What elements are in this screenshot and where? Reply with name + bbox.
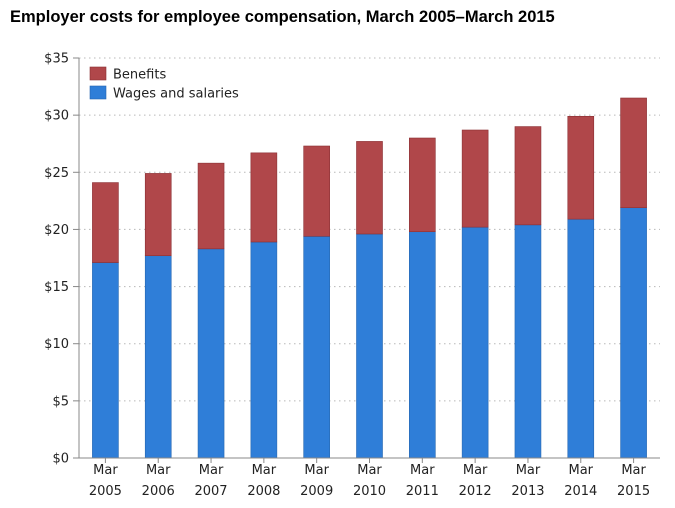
x-tick-label: 2011 — [406, 484, 439, 499]
bar-wages-and-salaries — [144, 255, 172, 459]
chart-title: Employer costs for employee compensation… — [10, 8, 555, 26]
x-tick-label: 2012 — [459, 484, 492, 499]
bar-benefits — [514, 126, 542, 226]
x-tick-label: 2006 — [142, 484, 175, 499]
bar-wages-and-salaries — [197, 248, 225, 459]
y-tick-label: $0 — [52, 452, 69, 467]
y-tick-label: $25 — [44, 166, 69, 181]
x-tick-label: Mar — [252, 463, 277, 478]
bar-benefits — [356, 141, 383, 235]
bar-wages-and-salaries — [514, 224, 542, 459]
x-tick-label: 2009 — [300, 484, 333, 499]
bar-benefits — [303, 145, 330, 237]
bar-benefits — [409, 137, 436, 233]
x-tick-label: Mar — [569, 463, 594, 478]
bar-benefits — [92, 182, 119, 263]
y-tick-label: $20 — [44, 223, 69, 238]
x-tick-label: 2005 — [89, 484, 122, 499]
x-tick-label: 2013 — [511, 484, 544, 499]
y-tick-label: $15 — [44, 280, 69, 295]
bar-benefits — [144, 173, 172, 257]
x-tick-label: Mar — [516, 463, 541, 478]
legend-swatch-benefits — [89, 66, 107, 81]
x-tick-label: Mar — [199, 463, 224, 478]
x-tick-label: Mar — [410, 463, 435, 478]
y-tick-label: $30 — [44, 109, 69, 124]
bar-benefits — [250, 152, 278, 243]
bar-wages-and-salaries — [461, 226, 489, 459]
x-tick-label: 2015 — [617, 484, 650, 499]
x-tick-label: 2014 — [564, 484, 597, 499]
legend: Benefits Wages and salaries — [89, 66, 239, 102]
bars — [92, 97, 647, 459]
bar-wages-and-salaries — [303, 235, 330, 459]
x-tick-label: Mar — [357, 463, 382, 478]
x-tick-label: Mar — [146, 463, 171, 478]
bar-wages-and-salaries — [92, 262, 119, 459]
legend-swatch-wages — [89, 85, 107, 100]
bar-wages-and-salaries — [250, 241, 278, 459]
legend-label-wages: Wages and salaries — [113, 87, 239, 102]
x-tick-label: Mar — [93, 463, 118, 478]
bar-benefits — [567, 115, 595, 220]
x-tick-label: 2007 — [194, 484, 227, 499]
bar-wages-and-salaries — [567, 218, 595, 459]
x-axis: Mar 2005 Mar 2006 Mar 2007 Mar 2008 Mar 2009 Mar 20… — [79, 457, 660, 499]
y-tick-label: $35 — [44, 52, 69, 67]
x-tick-label: Mar — [304, 463, 329, 478]
bar-benefits — [197, 162, 225, 250]
bar-wages-and-salaries — [409, 231, 436, 459]
x-tick-label: Mar — [621, 463, 646, 478]
y-axis: $0 $5 $10 $15 $20 $25 $30 $35 — [44, 52, 80, 467]
y-tick-label: $10 — [44, 337, 69, 352]
bar-wages-and-salaries — [356, 233, 383, 459]
x-tick-label: 2010 — [353, 484, 386, 499]
bar-wages-and-salaries — [620, 207, 647, 459]
bar-benefits — [461, 129, 489, 228]
y-tick-label: $5 — [52, 394, 69, 409]
x-tick-label: Mar — [463, 463, 488, 478]
legend-label-benefits: Benefits — [113, 68, 166, 83]
x-tick-label: 2008 — [247, 484, 280, 499]
bar-benefits — [620, 97, 647, 209]
